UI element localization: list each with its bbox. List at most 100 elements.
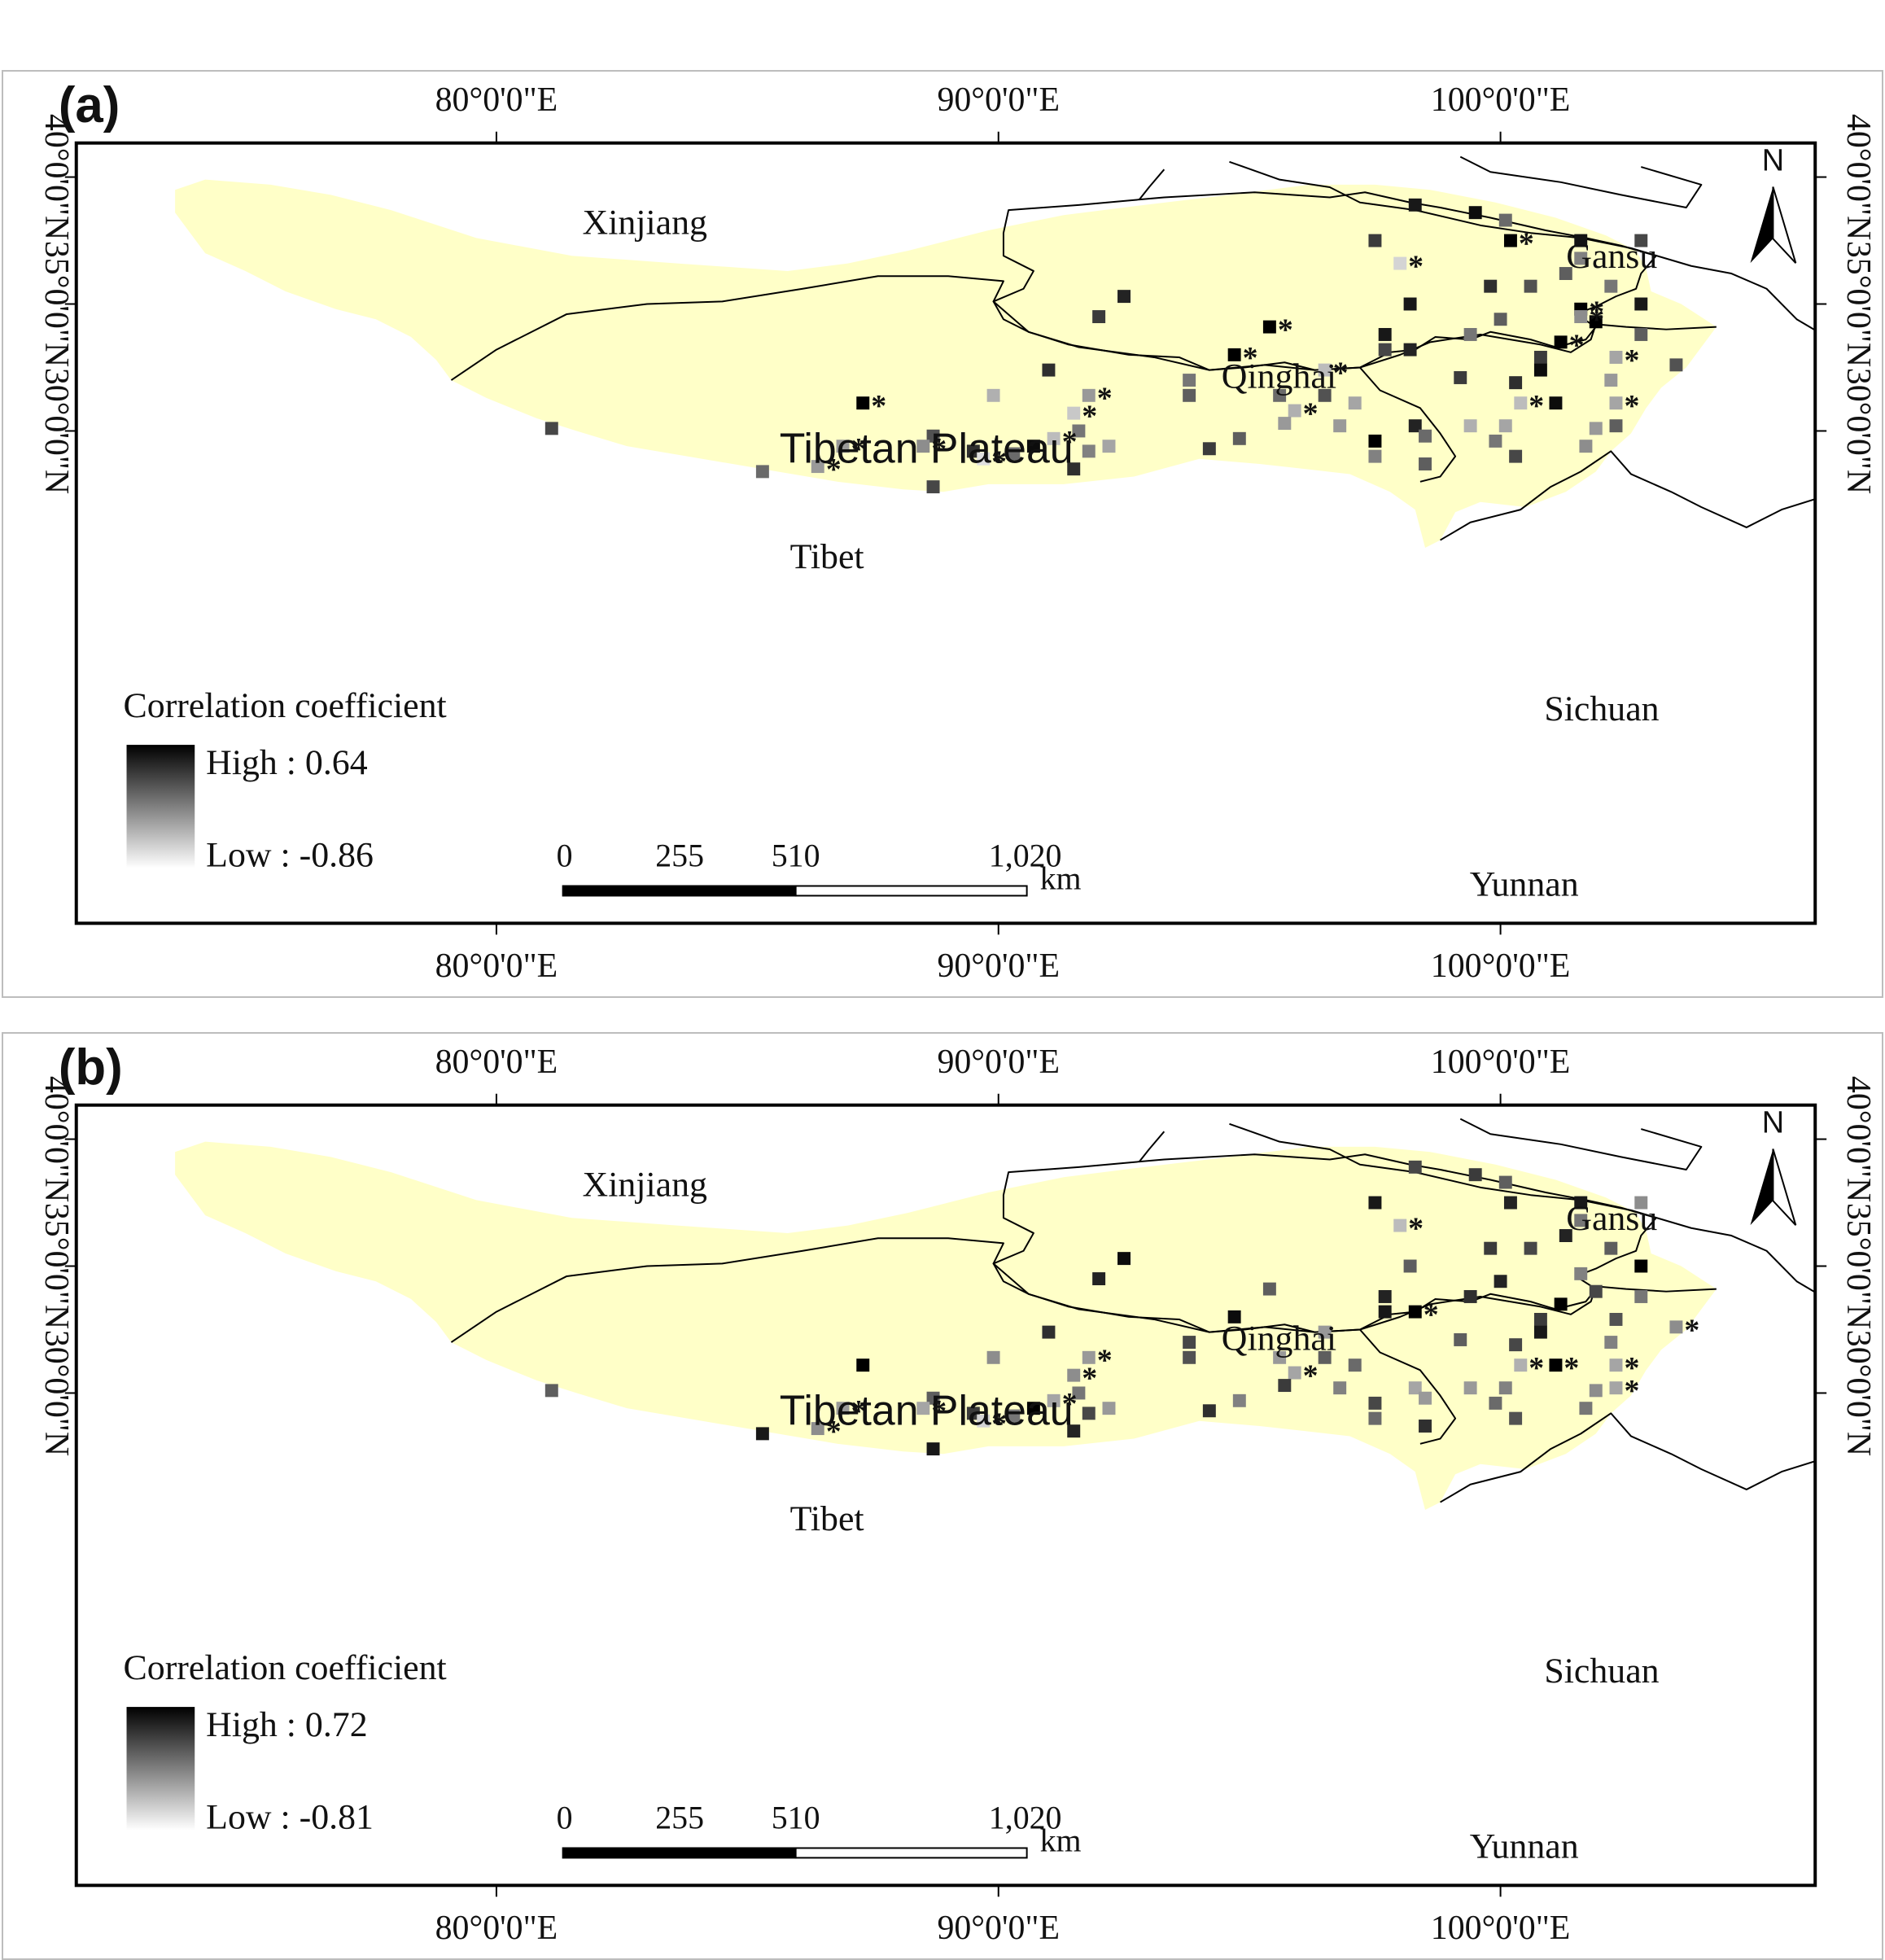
station-marker	[1368, 234, 1382, 247]
tibetan-plateau-area	[175, 1141, 1717, 1510]
station-marker	[755, 465, 769, 479]
tick-label-top: 100°0'0"E	[1431, 81, 1571, 119]
station-marker	[1232, 1393, 1246, 1407]
tick-label-top: 90°0'0"E	[937, 81, 1060, 119]
scale-bar	[562, 1847, 1028, 1859]
tick-label-right: 35°0'0"N	[1839, 241, 1877, 367]
station-marker	[926, 480, 940, 494]
station-marker	[1498, 1381, 1512, 1395]
station-marker	[1498, 419, 1512, 433]
station-marker	[1082, 388, 1096, 402]
station-marker	[1403, 297, 1417, 311]
tick-label-bottom: 90°0'0"E	[937, 1910, 1060, 1947]
tibet-border	[450, 1237, 1457, 1445]
station-marker	[1333, 419, 1347, 433]
sichuan-label: Sichuan	[1544, 1652, 1659, 1691]
station-marker	[1609, 350, 1623, 364]
qinghai-label: Qinghai	[1222, 1319, 1336, 1358]
yunnan-label: Yunnan	[1470, 1827, 1579, 1866]
station-marker	[1026, 1402, 1040, 1415]
station-marker	[1634, 234, 1648, 247]
station-marker	[1524, 1241, 1537, 1255]
significance-marker: *	[1333, 357, 1349, 391]
significance-marker: *	[1529, 1351, 1544, 1385]
tick-label-top: 80°0'0"E	[435, 81, 558, 119]
station-marker	[1419, 1391, 1432, 1405]
station-marker	[1634, 1259, 1648, 1273]
tick-label-left: 35°0'0"N	[37, 241, 75, 367]
tick-label-left: 30°0'0"N	[37, 368, 75, 494]
significance-marker: *	[1082, 400, 1097, 434]
map-frame	[74, 1103, 1817, 1888]
tick-label-right: 30°0'0"N	[1839, 368, 1877, 494]
station-marker	[1609, 419, 1623, 433]
station-marker	[1498, 1175, 1512, 1189]
station-marker	[1318, 1325, 1332, 1339]
significance-marker: *	[1519, 227, 1534, 261]
tick-label-bottom: 100°0'0"E	[1431, 1910, 1571, 1947]
station-marker	[1067, 1368, 1081, 1382]
station-marker	[977, 452, 991, 466]
station-marker	[966, 1407, 980, 1420]
station-marker	[836, 1402, 850, 1415]
station-marker	[1047, 1393, 1061, 1407]
station-marker	[1232, 431, 1246, 445]
station-marker	[1419, 1420, 1432, 1433]
station-marker	[836, 440, 850, 453]
significance-marker: *	[1624, 1374, 1639, 1408]
legend-high-label: High : 0.72	[206, 1705, 367, 1744]
significance-marker: *	[1529, 389, 1544, 423]
legend-low-label: Low : -0.86	[206, 836, 374, 875]
station-marker	[1579, 1402, 1593, 1415]
station-marker	[1559, 1229, 1572, 1242]
tibet-label: Tibet	[790, 1499, 864, 1538]
station-marker	[1419, 429, 1432, 443]
station-marker	[1262, 1282, 1276, 1296]
station-marker	[1378, 327, 1392, 341]
station-marker	[1368, 1196, 1382, 1210]
station-marker	[1463, 327, 1477, 341]
panel-label: (b)	[59, 1039, 123, 1096]
station-marker	[1503, 1196, 1517, 1210]
tick-label-top: 80°0'0"E	[435, 1043, 558, 1081]
scale-bar-label: 0	[557, 1800, 573, 1836]
station-marker	[1484, 279, 1498, 293]
province-border	[1138, 1131, 1166, 1163]
tick-label-bottom: 80°0'0"E	[435, 1910, 558, 1947]
station-marker	[1072, 1386, 1086, 1400]
station-marker	[977, 1414, 991, 1428]
significance-marker: *	[1303, 1358, 1319, 1393]
station-marker	[1318, 363, 1332, 377]
station-marker	[1604, 279, 1618, 293]
station-marker	[1509, 376, 1523, 390]
station-marker	[986, 1350, 1000, 1364]
significance-marker: *	[1569, 328, 1585, 362]
station-marker	[1348, 396, 1362, 410]
station-marker	[926, 429, 940, 443]
scale-bar-label: 1,020	[989, 838, 1062, 874]
station-marker	[1589, 1384, 1603, 1398]
tibet-label: Tibet	[790, 537, 864, 576]
station-marker	[1393, 256, 1407, 270]
tick-label-top: 90°0'0"E	[937, 1043, 1060, 1081]
significance-marker: *	[1424, 1298, 1439, 1332]
station-marker	[916, 440, 930, 453]
station-marker	[1634, 297, 1648, 311]
sichuan-border	[1359, 323, 1717, 369]
station-marker	[1042, 1325, 1056, 1339]
station-marker	[1288, 404, 1301, 418]
station-marker	[1484, 1241, 1498, 1255]
station-marker	[1333, 1381, 1347, 1395]
station-marker	[1549, 1358, 1563, 1372]
station-marker	[1408, 198, 1422, 212]
station-marker	[1454, 1333, 1467, 1346]
station-marker	[1489, 1396, 1502, 1410]
station-marker	[1082, 1407, 1096, 1420]
map-frame	[74, 141, 1817, 925]
scale-bar-unit: km	[1040, 1822, 1082, 1858]
station-marker	[1574, 1214, 1588, 1227]
station-marker	[1509, 1338, 1523, 1352]
station-marker	[811, 1422, 824, 1436]
tick-label-right: 40°0'0"N	[1839, 114, 1877, 240]
station-marker	[1403, 343, 1417, 357]
